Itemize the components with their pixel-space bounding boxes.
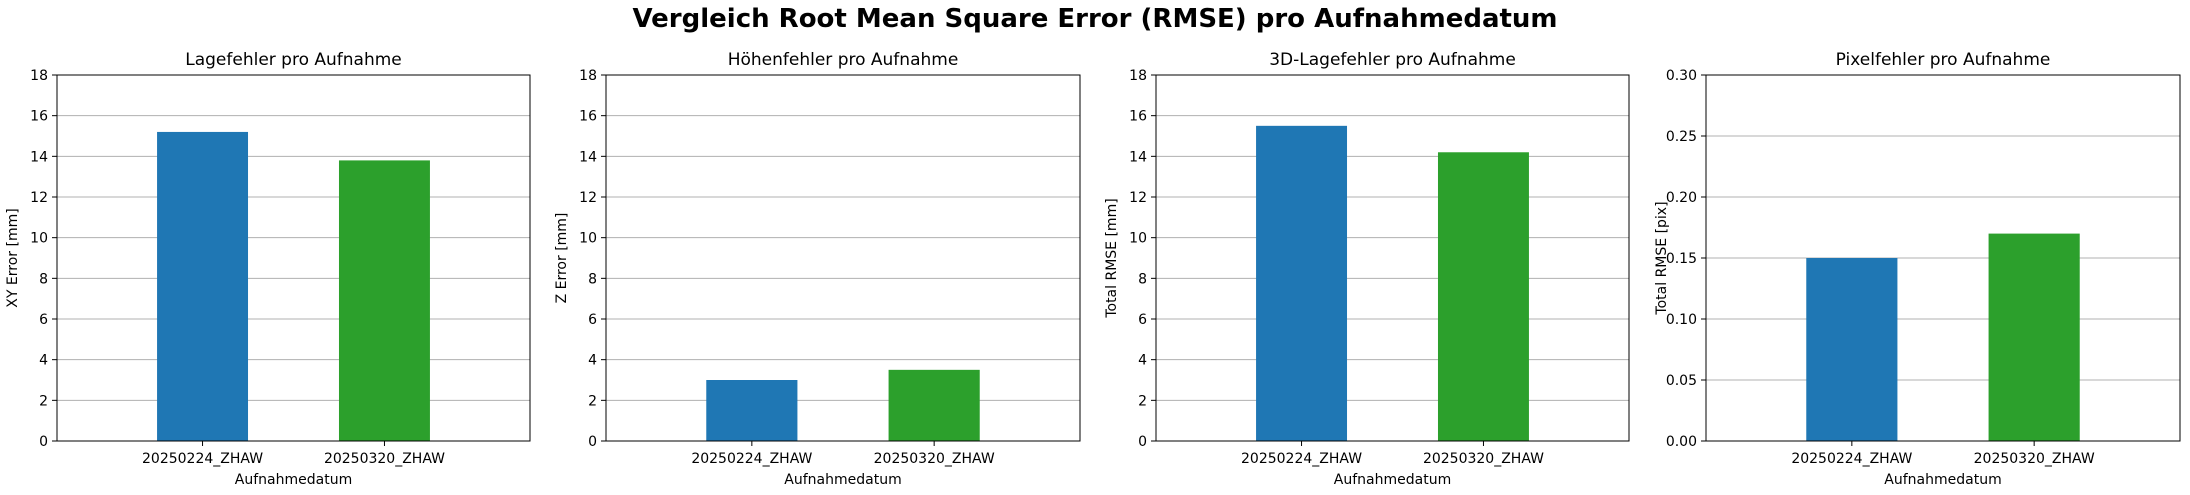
y-tick-label: 14 bbox=[30, 149, 48, 165]
y-tick-label: 18 bbox=[1129, 68, 1147, 84]
bar-2 bbox=[888, 369, 980, 441]
axes-frame bbox=[1155, 74, 1630, 442]
y-tick-label: 0.20 bbox=[1666, 190, 1697, 206]
y-axis-label: Z Error [mm] bbox=[554, 213, 570, 304]
y-axis-label: Total RMSE [pix] bbox=[1654, 201, 1670, 315]
y-tick-label: 8 bbox=[588, 271, 597, 287]
y-tick-label: 6 bbox=[39, 312, 48, 328]
y-tick-label: 10 bbox=[1129, 231, 1147, 247]
y-tick-label: 4 bbox=[1138, 353, 1147, 369]
bar-1 bbox=[1256, 125, 1348, 441]
chart-title: 3D-Lagefehler pro Aufnahme bbox=[1269, 50, 1516, 70]
y-tick-label: 8 bbox=[39, 271, 48, 287]
bar-2 bbox=[1437, 152, 1529, 441]
y-tick-label: 4 bbox=[39, 353, 48, 369]
y-tick-label: 0.25 bbox=[1666, 129, 1697, 145]
bar-1 bbox=[1806, 258, 1898, 441]
y-tick-label: 0.30 bbox=[1666, 68, 1697, 84]
chart-title: Höhenfehler pro Aufnahme bbox=[728, 50, 959, 70]
x-tick-label: 20250224_ZHAW bbox=[1791, 451, 1912, 467]
y-tick-label: 14 bbox=[579, 149, 597, 165]
y-tick-label: 10 bbox=[579, 231, 597, 247]
bar-1 bbox=[157, 131, 249, 441]
y-tick-label: 4 bbox=[588, 353, 597, 369]
x-axis-label: Aufnahmedatum bbox=[784, 472, 901, 488]
y-tick-label: 12 bbox=[1129, 190, 1147, 206]
x-tick-label: 20250320_ZHAW bbox=[1423, 451, 1544, 467]
chart-panel-2: 0 2 4 6 8 10 12 14 16 18 20250224_ZHAW 20250320_ZHA… bbox=[554, 50, 1081, 488]
y-tick-label: 0 bbox=[588, 434, 597, 450]
y-tick-label: 18 bbox=[579, 68, 597, 84]
y-tick-label: 0.00 bbox=[1666, 434, 1697, 450]
y-tick-label: 16 bbox=[579, 109, 597, 125]
x-tick-label: 20250224_ZHAW bbox=[142, 451, 263, 467]
y-tick-label: 2 bbox=[1138, 393, 1147, 409]
y-tick-label: 0.05 bbox=[1666, 373, 1697, 389]
axes-frame bbox=[605, 74, 1081, 442]
x-tick-label: 20250320_ZHAW bbox=[324, 451, 445, 467]
bar-1 bbox=[706, 380, 798, 441]
x-tick-label: 20250320_ZHAW bbox=[1974, 451, 2095, 467]
axes-frame bbox=[1705, 74, 2181, 442]
y-tick-label: 10 bbox=[30, 231, 48, 247]
bar-2 bbox=[338, 160, 430, 441]
y-tick-label: 16 bbox=[30, 109, 48, 125]
y-tick-label: 2 bbox=[39, 393, 48, 409]
y-tick-label: 0 bbox=[39, 434, 48, 450]
y-tick-label: 14 bbox=[1129, 149, 1147, 165]
chart-title: Pixelfehler pro Aufnahme bbox=[1836, 50, 2051, 70]
x-axis-label: Aufnahmedatum bbox=[1884, 472, 2001, 488]
y-tick-label: 12 bbox=[30, 190, 48, 206]
y-tick-label: 0.15 bbox=[1666, 251, 1697, 267]
bar-2 bbox=[1988, 233, 2080, 441]
y-tick-label: 6 bbox=[588, 312, 597, 328]
chart-panel-3: 0 2 4 6 8 10 12 14 16 18 20250224_ZHAW 20250320_ZHA… bbox=[1104, 50, 1630, 488]
x-tick-label: 20250320_ZHAW bbox=[874, 451, 995, 467]
y-axis-label: XY Error [mm] bbox=[5, 208, 21, 307]
y-tick-label: 8 bbox=[1138, 271, 1147, 287]
y-axis-label: Total RMSE [mm] bbox=[1104, 198, 1120, 318]
y-tick-label: 12 bbox=[579, 190, 597, 206]
axes-frame bbox=[56, 74, 531, 442]
y-tick-label: 6 bbox=[1138, 312, 1147, 328]
x-axis-label: Aufnahmedatum bbox=[1334, 472, 1451, 488]
chart-panel-4: 0.00 0.05 0.10 0.15 0.20 0.25 0.30 20250224_ZHA… bbox=[1654, 50, 2181, 488]
y-tick-label: 0.10 bbox=[1666, 312, 1697, 328]
y-tick-label: 2 bbox=[588, 393, 597, 409]
chart-panel-1: 0 2 4 6 8 10 12 14 16 18 20250224_ZHAW 20250320_ZHA… bbox=[5, 50, 531, 488]
x-tick-label: 20250224_ZHAW bbox=[691, 451, 812, 467]
x-axis-label: Aufnahmedatum bbox=[235, 472, 352, 488]
chart-title: Lagefehler pro Aufnahme bbox=[185, 50, 402, 70]
x-tick-label: 20250224_ZHAW bbox=[1241, 451, 1362, 467]
figure-title: Vergleich Root Mean Square Error (RMSE) … bbox=[632, 4, 1558, 34]
y-tick-label: 0 bbox=[1138, 434, 1147, 450]
y-tick-label: 16 bbox=[1129, 109, 1147, 125]
y-tick-label: 18 bbox=[30, 68, 48, 84]
